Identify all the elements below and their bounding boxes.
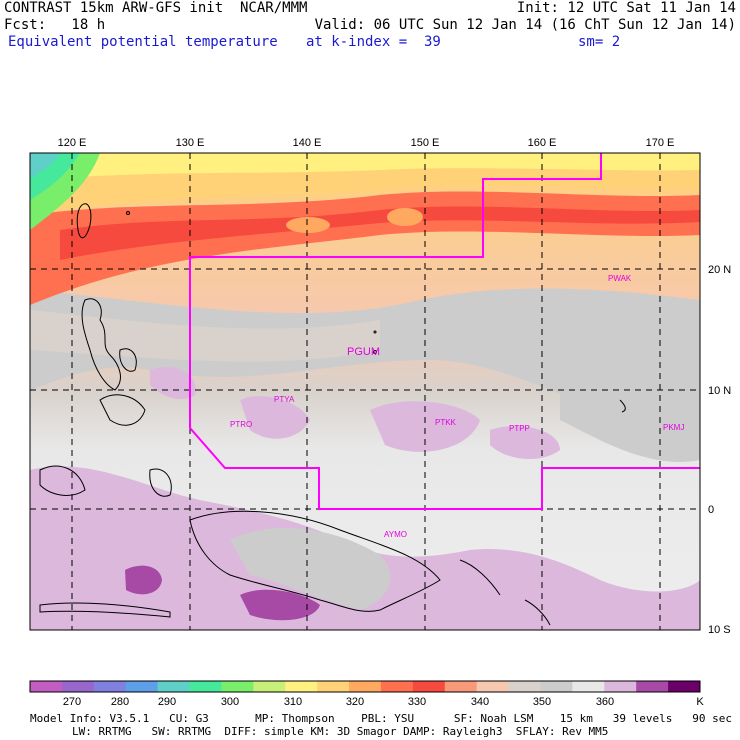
lat-label: 10 N bbox=[708, 385, 731, 397]
lat-label: 20 N bbox=[708, 264, 731, 276]
forecast-hour: Fcst: 18 h bbox=[4, 17, 106, 33]
colorbar-tick: 330 bbox=[408, 696, 426, 708]
colorbar-swatch bbox=[317, 681, 350, 692]
station-label: PTPP bbox=[509, 424, 530, 433]
colorbar-tick: 320 bbox=[346, 696, 364, 708]
lat-label: 10 S bbox=[708, 624, 731, 636]
colorbar-swatch bbox=[668, 681, 701, 692]
colorbar-tick: 340 bbox=[471, 696, 489, 708]
map-frame bbox=[29, 152, 701, 631]
colorbar-tick: 280 bbox=[111, 696, 129, 708]
smoothing: sm= 2 bbox=[578, 34, 621, 50]
colorbar-tick: 300 bbox=[221, 696, 239, 708]
colorbar-swatch bbox=[412, 681, 446, 692]
colorbar-swatch bbox=[285, 681, 318, 692]
colorbar-swatch bbox=[636, 681, 669, 692]
colorbar-swatch bbox=[540, 681, 573, 692]
station-label: PKMJ bbox=[663, 423, 684, 432]
colorbar-frame bbox=[29, 680, 701, 693]
colorbar-swatch bbox=[508, 681, 541, 692]
colorbar-swatch bbox=[380, 681, 414, 692]
colorbar-tick: 310 bbox=[284, 696, 302, 708]
station-label: PTKK bbox=[435, 418, 457, 427]
colorbar-swatch bbox=[157, 681, 191, 692]
colorbar-swatch bbox=[572, 681, 605, 692]
station-label: PGUM bbox=[347, 346, 380, 358]
valid-time: Valid: 06 UTC Sun 12 Jan 14 (16 ChT Sun … bbox=[314, 17, 736, 33]
lat-lon-grid bbox=[30, 153, 700, 630]
colorbar-swatch bbox=[221, 681, 254, 692]
colorbar-swatch bbox=[253, 681, 286, 692]
lon-label: 170 E bbox=[646, 137, 675, 149]
colorbar-tick: 270 bbox=[63, 696, 81, 708]
colorbar-unit: K bbox=[696, 696, 704, 708]
region-boundary bbox=[189, 153, 700, 510]
colorbar-swatch bbox=[93, 681, 127, 692]
colorbar-swatch bbox=[349, 681, 382, 692]
colorbar-swatch bbox=[604, 681, 637, 692]
colorbar-swatch bbox=[444, 681, 478, 692]
model-info-line-1: Model Info: V3.5.1 CU: G3 MP: Thompson P… bbox=[30, 712, 732, 725]
title-line: CONTRAST 15km ARW-GFS init NCAR/MMM bbox=[4, 0, 308, 16]
colorbar-tick: 350 bbox=[533, 696, 551, 708]
colorbar-swatch bbox=[61, 681, 95, 692]
colorbar-tick: 360 bbox=[596, 696, 614, 708]
theta-e-field bbox=[30, 153, 700, 630]
field-name: Equivalent potential temperature bbox=[8, 34, 278, 50]
lat-label: 0 bbox=[708, 504, 714, 516]
lon-label: 150 E bbox=[411, 137, 440, 149]
lon-label: 130 E bbox=[176, 137, 205, 149]
colorbar-swatch bbox=[125, 681, 159, 692]
lon-label: 160 E bbox=[528, 137, 557, 149]
init-time: Init: 12 UTC Sat 11 Jan 14 bbox=[516, 0, 736, 16]
lon-label: 140 E bbox=[293, 137, 322, 149]
level-index: at k-index = 39 bbox=[306, 34, 441, 50]
station-label: AYMO bbox=[384, 530, 407, 539]
station-label: PTRO bbox=[230, 420, 252, 429]
model-info-line-2: LW: RRTMG SW: RRTMG DIFF: simple KM: 3D … bbox=[72, 725, 609, 738]
lon-label: 120 E bbox=[58, 137, 87, 149]
coastlines bbox=[39, 203, 626, 626]
station-label: PWAK bbox=[608, 274, 632, 283]
colorbar bbox=[29, 680, 701, 693]
colorbar-swatch bbox=[189, 681, 222, 692]
colorbar-tick: 290 bbox=[158, 696, 176, 708]
colorbar-swatch bbox=[476, 681, 510, 692]
station-label: PTYA bbox=[274, 395, 295, 404]
colorbar-swatch bbox=[30, 681, 63, 692]
